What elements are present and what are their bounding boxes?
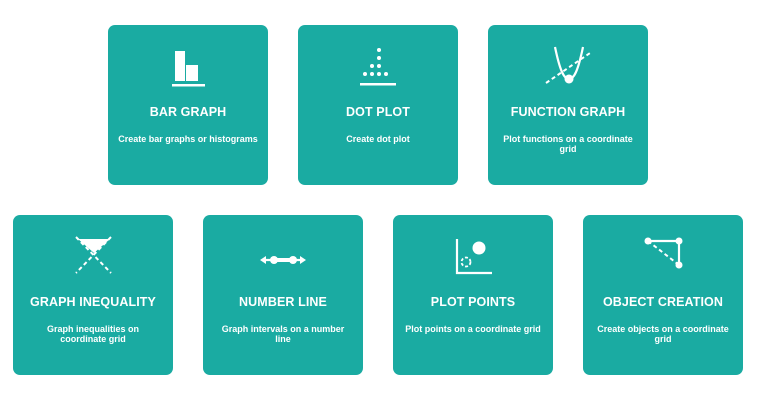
object-creation-icon <box>637 235 689 283</box>
card-title: OBJECT CREATION <box>602 295 724 309</box>
card-description: Plot points on a coordinate grid <box>405 324 541 334</box>
card-description: Plot functions on a coordinate grid <box>503 134 633 154</box>
card-description: Graph intervals on a number line <box>221 324 345 344</box>
card-description: Create objects on a coordinate grid <box>597 324 729 344</box>
card-title: PLOT POINTS <box>430 295 516 309</box>
number-line-icon <box>257 235 309 283</box>
bar-graph-icon <box>162 45 214 93</box>
graph-inequality-icon <box>67 235 119 283</box>
card-title: BAR GRAPH <box>149 105 227 119</box>
card-title: DOT PLOT <box>346 105 410 119</box>
graph-inequality-card[interactable]: GRAPH INEQUALITY Graph inequalities on c… <box>13 215 173 375</box>
function-graph-card[interactable]: FUNCTION GRAPH Plot functions on a coord… <box>488 25 648 185</box>
card-title: NUMBER LINE <box>239 295 327 309</box>
function-graph-icon <box>542 45 594 93</box>
card-description: Graph inequalities on coordinate grid <box>46 324 139 344</box>
bar-graph-card[interactable]: BAR GRAPH Create bar graphs or histogram… <box>108 25 268 185</box>
object-creation-card[interactable]: OBJECT CREATION Create objects on a coor… <box>583 215 743 375</box>
dot-plot-icon <box>352 45 404 93</box>
plot-points-icon <box>447 235 499 283</box>
card-title: FUNCTION GRAPH <box>510 105 626 119</box>
card-title: GRAPH INEQUALITY <box>30 295 156 309</box>
card-description: Create bar graphs or histograms <box>118 134 258 144</box>
plot-points-card[interactable]: PLOT POINTS Plot points on a coordinate … <box>393 215 553 375</box>
card-description: Create dot plot <box>346 134 410 144</box>
dot-plot-card[interactable]: DOT PLOT Create dot plot <box>298 25 458 185</box>
number-line-card[interactable]: NUMBER LINE Graph intervals on a number … <box>203 215 363 375</box>
